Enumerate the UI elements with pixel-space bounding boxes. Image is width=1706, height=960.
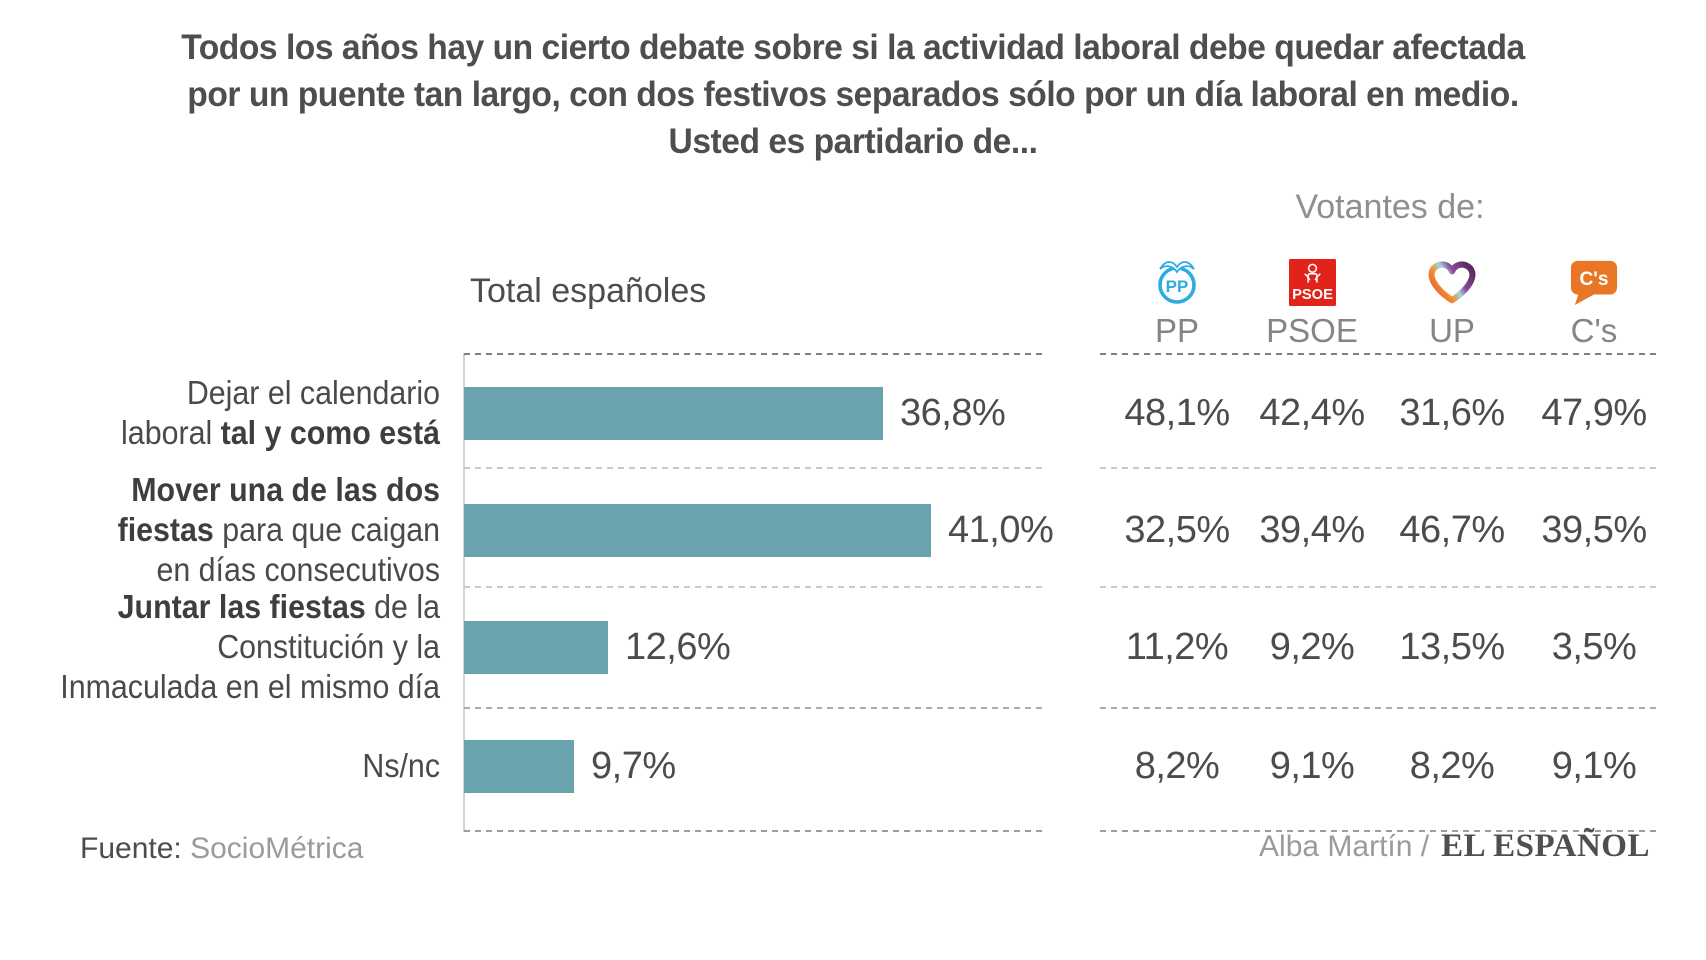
- party-value: 8,2%: [1409, 745, 1495, 787]
- chart-title-line2: por un puente tan largo, con dos festivo…: [187, 75, 1519, 114]
- party-column-cs: C's C's: [1519, 250, 1669, 350]
- cs-bubble-logo-icon: C's: [1519, 250, 1669, 306]
- total-bar-value: 9,7%: [591, 745, 676, 787]
- party-column-psoe: PSOE PSOE: [1237, 250, 1387, 350]
- party-value: 13,5%: [1399, 626, 1505, 668]
- party-value: 3,5%: [1551, 626, 1637, 668]
- svg-text:PP: PP: [1166, 277, 1189, 296]
- author-name: Alba Martín /: [1259, 830, 1430, 863]
- svg-text:C's: C's: [1579, 269, 1608, 290]
- chart-axis-line: [463, 353, 465, 832]
- party-value: 39,5%: [1541, 509, 1647, 551]
- dashed-separator: [464, 707, 1044, 709]
- el-espanol-logo: EL ESPAÑOL: [1441, 828, 1650, 864]
- source-prefix: Fuente:: [80, 832, 182, 865]
- dashed-separator: [464, 353, 1044, 355]
- chart-title: Todos los años hay un cierto debate sobr…: [0, 24, 1706, 165]
- party-value: 9,1%: [1551, 745, 1637, 787]
- source-name: SocioMétrica: [190, 832, 364, 865]
- dashed-separator: [1100, 353, 1658, 355]
- party-value: 32,5%: [1124, 509, 1230, 551]
- chart-title-line1: Todos los años hay un cierto debate sobr…: [181, 28, 1525, 67]
- party-value: 42,4%: [1259, 392, 1365, 434]
- dashed-separator: [1100, 586, 1658, 588]
- party-label-up: UP: [1429, 312, 1475, 349]
- pp-party-logo-icon: PP: [1102, 250, 1252, 306]
- psoe-party-logo-icon: PSOE: [1237, 250, 1387, 306]
- total-bar: [464, 621, 608, 674]
- dashed-separator: [464, 586, 1044, 588]
- party-value: 46,7%: [1399, 509, 1505, 551]
- category-label: Dejar el calendario laboral tal y como es…: [121, 374, 440, 451]
- party-value: 9,2%: [1269, 626, 1355, 668]
- category-label: Ns/nc: [362, 747, 440, 784]
- dashed-separator: [1100, 707, 1658, 709]
- party-column-pp: PP PP: [1102, 250, 1252, 350]
- category-label: Juntar las fiestas de la Constitución y l…: [60, 588, 441, 705]
- total-bar-value: 41,0%: [948, 509, 1054, 551]
- up-heart-logo-icon: [1377, 250, 1527, 306]
- party-value: 8,2%: [1134, 745, 1220, 787]
- party-label-psoe: PSOE: [1266, 312, 1358, 349]
- total-bar: [464, 740, 574, 793]
- dashed-separator: [464, 467, 1044, 469]
- party-column-up: UP: [1377, 250, 1527, 350]
- author-credit: Alba Martín / EL ESPAÑOL: [1259, 828, 1650, 865]
- total-column-header: Total españoles: [470, 272, 707, 310]
- total-bar-value: 12,6%: [625, 626, 731, 668]
- party-value: 39,4%: [1259, 509, 1365, 551]
- svg-text:PSOE: PSOE: [1292, 287, 1333, 303]
- voters-header: Votantes de:: [1295, 188, 1485, 226]
- party-value: 47,9%: [1541, 392, 1647, 434]
- total-bar-value: 36,8%: [900, 392, 1006, 434]
- total-bar: [464, 504, 931, 557]
- category-label: Mover una de las dos fiestas para que cai…: [117, 471, 441, 588]
- dashed-separator: [1100, 467, 1658, 469]
- total-bar: [464, 387, 883, 440]
- party-value: 31,6%: [1399, 392, 1505, 434]
- party-value: 48,1%: [1124, 392, 1230, 434]
- party-value: 9,1%: [1269, 745, 1355, 787]
- party-label-cs: C's: [1570, 312, 1618, 349]
- dashed-separator: [1100, 830, 1658, 832]
- source-credit: Fuente: SocioMétrica: [80, 832, 363, 866]
- dashed-separator: [464, 830, 1044, 832]
- party-label-pp: PP: [1154, 312, 1200, 349]
- party-value: 11,2%: [1125, 626, 1229, 668]
- chart-title-line3: Usted es partidario de...: [668, 122, 1038, 161]
